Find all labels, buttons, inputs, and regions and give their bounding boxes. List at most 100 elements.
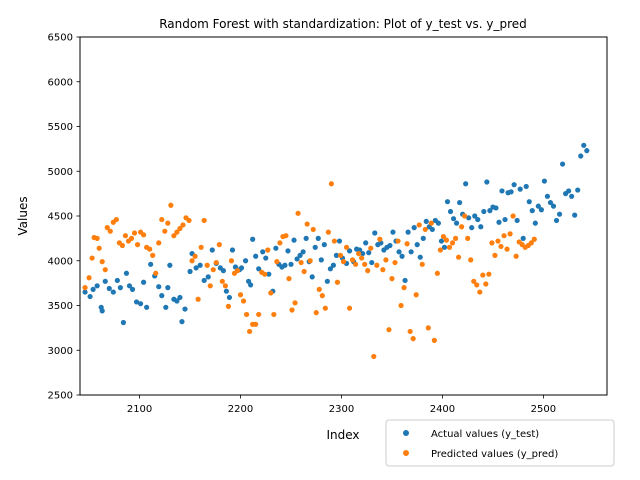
actual-point-110 [435, 220, 441, 226]
predicted-point-111 [416, 222, 422, 228]
actual-point-105 [420, 235, 426, 241]
actual-point-108 [429, 226, 435, 233]
actual-point-23 [163, 304, 169, 310]
x-axis: 2100 2200 2300 2400 2500 [127, 395, 556, 415]
predicted-point-86 [340, 259, 347, 265]
predicted-point-143 [513, 253, 519, 259]
predicted-point-115 [428, 220, 434, 226]
actual-point-139 [523, 183, 529, 190]
predicted-point-137 [495, 238, 501, 244]
predicted-point-105 [398, 302, 404, 309]
predicted-point-89 [349, 257, 356, 263]
predicted-point-44 [213, 259, 219, 266]
actual-point-144 [538, 207, 544, 213]
actual-point-37 [209, 247, 215, 253]
predicted-point-31 [174, 229, 180, 235]
predicted-point-135 [489, 240, 495, 246]
predicted-point-51 [234, 268, 241, 274]
actual-point-27 [174, 298, 180, 304]
actual-point-149 [553, 217, 560, 224]
actual-point-42 [226, 294, 233, 301]
predicted-point-72 [298, 259, 304, 266]
actual-point-156 [575, 187, 581, 193]
actual-point-15 [133, 299, 140, 305]
predicted-point-117 [434, 270, 440, 276]
predicted-point-130 [474, 282, 480, 288]
predicted-point-28 [165, 220, 171, 226]
predicted-point-90 [353, 261, 359, 267]
actual-point-0 [82, 289, 88, 295]
actual-point-127 [487, 208, 493, 214]
actual-point-137 [517, 186, 523, 192]
y-axis: 2500 3000 3500 4000 4500 5000 5500 6000 6500 [48, 33, 80, 402]
predicted-point-71 [295, 210, 301, 216]
actual-point-41 [223, 288, 229, 294]
predicted-point-119 [440, 233, 447, 240]
y-tick-label-5000: 5000 [48, 167, 73, 178]
predicted-point-67 [283, 233, 289, 239]
predicted-point-101 [386, 327, 392, 333]
actual-point-143 [535, 203, 541, 209]
x-tick-label-2200: 2200 [228, 404, 253, 415]
predicted-point-141 [507, 231, 513, 237]
actual-point-121 [469, 225, 475, 231]
predicted-point-79 [319, 293, 325, 299]
predicted-point-62 [268, 290, 274, 296]
points-layer [82, 142, 590, 360]
legend-marker-predicted [403, 450, 409, 456]
actual-point-131 [499, 188, 505, 194]
actual-point-145 [541, 178, 548, 184]
predicted-point-35 [186, 217, 192, 224]
actual-point-135 [511, 182, 517, 188]
predicted-point-2 [89, 255, 95, 261]
predicted-point-95 [368, 245, 374, 251]
actual-point-78 [336, 238, 343, 244]
actual-point-19 [148, 261, 154, 267]
predicted-point-13 [119, 242, 125, 249]
actual-point-7 [106, 285, 112, 292]
predicted-point-14 [122, 233, 129, 239]
predicted-point-125 [459, 224, 465, 230]
predicted-point-30 [171, 233, 177, 239]
predicted-point-127 [465, 235, 471, 241]
predicted-point-96 [371, 353, 377, 360]
predicted-point-69 [289, 307, 295, 313]
actual-point-14 [129, 286, 136, 292]
actual-point-88 [369, 259, 375, 266]
actual-point-5 [99, 308, 105, 314]
actual-point-154 [569, 193, 575, 199]
predicted-point-0 [82, 285, 88, 291]
actual-point-53 [260, 249, 266, 255]
predicted-point-22 [147, 246, 153, 252]
predicted-point-16 [128, 235, 135, 241]
actual-point-153 [566, 188, 572, 194]
predicted-point-87 [343, 244, 350, 250]
y-tick-label-3500: 3500 [48, 301, 73, 312]
actual-point-49 [248, 282, 254, 288]
actual-point-6 [102, 278, 108, 284]
actual-point-25 [167, 262, 173, 268]
actual-point-73 [321, 242, 327, 248]
predicted-point-23 [150, 252, 156, 258]
legend-label-predicted: Predicted values (y_pred) [431, 449, 558, 460]
predicted-point-148 [528, 240, 534, 246]
actual-point-157 [578, 153, 584, 159]
predicted-point-103 [392, 259, 398, 266]
actual-point-126 [484, 179, 490, 185]
predicted-point-39 [198, 244, 204, 250]
predicted-point-9 [107, 228, 113, 234]
actual-point-11 [120, 319, 127, 326]
actual-point-97 [396, 249, 402, 255]
predicted-point-75 [307, 258, 313, 264]
legend-frame [385, 419, 615, 467]
actual-point-138 [520, 235, 526, 241]
actual-point-21 [156, 284, 162, 290]
predicted-point-129 [471, 278, 477, 284]
predicted-point-5 [96, 245, 102, 251]
predicted-point-99 [380, 267, 386, 273]
predicted-point-132 [480, 272, 486, 278]
actual-point-106 [423, 218, 429, 224]
actual-point-85 [360, 250, 366, 257]
actual-point-124 [478, 224, 484, 230]
legend-label-actual: Actual values (y_test) [431, 429, 539, 440]
